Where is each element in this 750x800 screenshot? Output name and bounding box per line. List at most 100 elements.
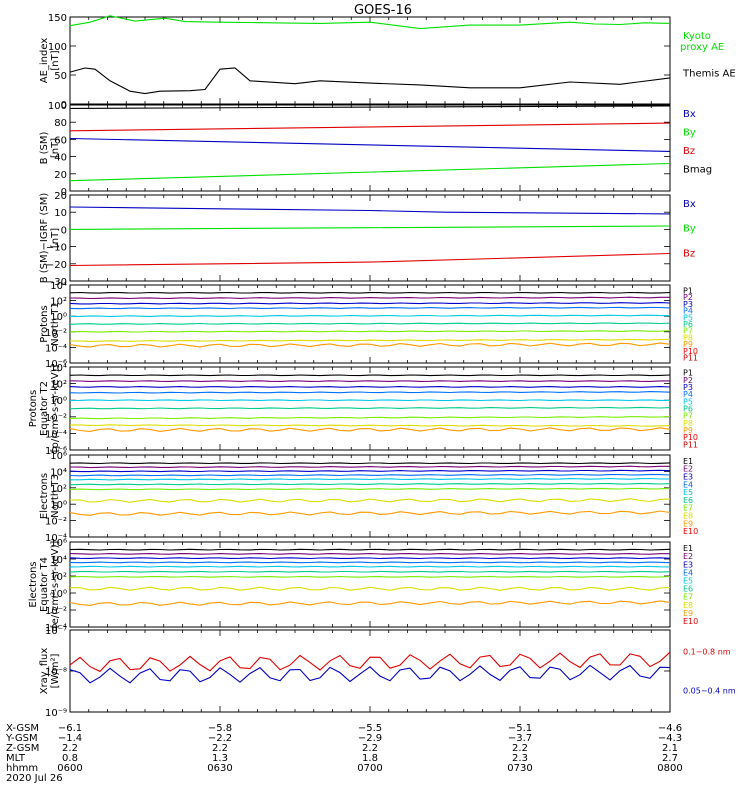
legend-label-line: E5 [683,488,693,497]
legend-label: E8 [683,512,693,521]
legend-label-line: P7 [683,412,693,421]
legend-label-line: E5 [683,576,693,585]
series-line-e9 [69,510,671,516]
legend-label-line: Bx [683,109,696,120]
series-line-p7 [69,415,671,420]
legend-label-line: P1 [683,286,693,295]
y-axis-label: ProtonsEquator T2[p/(cm²-s-sr-keV)] [28,365,61,453]
axis-value: −5.5 [358,723,382,734]
axis-value: 2.7 [662,753,678,764]
legend-label: E7 [683,504,693,513]
y-axis-label-line: AE_index [39,38,50,84]
panel-8: 10⁻⁹ 10⁻⁸ 10⁻⁷ Xray_flux[W/m²] 0.1−0.8 nm 0.0… [39,626,736,719]
y-axis-label: B (SM)[nT] [39,131,61,164]
legend-label-line: P2 [683,376,693,385]
series-line-e7 [69,487,671,491]
legend-label-line: E9 [683,519,693,528]
legend-label-line: P9 [683,340,693,349]
y-tick-label: 10⁴ [50,363,67,374]
legend-label: Bmag [683,165,712,176]
legend-label: E1 [683,457,693,466]
legend-label-line: E7 [683,593,693,602]
legend-label-line: P11 [683,354,698,363]
legend-label: By [683,128,696,139]
series-line-e4 [69,561,671,564]
series-line-p4 [69,391,671,394]
y-axis-label-line: B (SM) [39,131,50,164]
series-line-e3 [69,557,671,560]
legend-label-line: proxy AE [680,42,724,53]
y-tick-label: 10⁻² [45,413,67,424]
y-axis-label-line: Electrons [28,561,39,607]
legend-label: P2 [683,376,693,385]
y-axis-label-line: North T1 [50,302,61,346]
y-axis-label-line: North T3 [50,474,61,518]
legend-label-line: P4 [683,307,693,316]
y-axis-label-line: [nT] [50,50,61,70]
legend-label: P7 [683,327,693,336]
series-line-p2 [69,380,670,382]
legend-label: Bx [683,109,696,120]
series-line-e3 [69,469,671,473]
series-line-bmag [69,105,671,109]
legend-label: P7 [683,412,693,421]
axis-value: 2.1 [662,743,678,754]
series-line-p4 [69,306,671,310]
legend-label: Themis AE [682,69,736,80]
y-axis-label: AE_index[nT] [39,38,61,84]
legend-label-line: E9 [683,609,693,618]
axis-value: 1.8 [362,753,378,764]
legend-label: P4 [683,390,693,399]
y-axis-label-line: Electrons [39,473,50,519]
y-axis-label-line: [e/(cm²-s-sr-keV)] [50,541,61,629]
axis-value: 2.2 [362,743,378,754]
axis-value: −6.1 [58,723,82,734]
y-axis-label: B (SM)−IGRF (SM)[nT] [39,193,61,284]
y-axis-label-line: [p/(cm²-s-sr-keV)] [50,365,61,453]
legend-label-line: P2 [683,293,693,302]
legend-label-line: P10 [683,433,698,442]
legend-label-line: Bz [683,248,695,259]
y-tick-label: 60 [54,135,67,146]
legend-label: P9 [683,340,693,349]
legend-label-line: P10 [683,347,698,356]
axis-value: −4.3 [658,733,682,744]
legend-label: P10 [683,347,698,356]
legend-label: E4 [683,480,693,489]
y-axis-label-line: Equator T2 [39,381,50,436]
y-tick-label: 40 [54,153,67,164]
axis-value: 2.2 [512,743,528,754]
y-tick-label: 10⁻⁴ [45,429,67,440]
axis-value: −2.2 [208,733,232,744]
legend-label-line: E10 [683,527,698,536]
panel-frame [69,541,671,628]
series-line-e4 [69,473,671,477]
y-tick-label: 10⁰ [50,589,67,600]
legend-label-line: E4 [683,568,693,577]
y-tick-label: −20 [46,260,67,271]
series-line-e1 [69,462,671,465]
y-tick-label: 10⁴ [50,555,67,566]
series-line-p6 [69,322,671,325]
y-tick-label: 10⁰ [50,500,67,511]
legend-label: P1 [683,369,693,378]
y-axis-label-line: Protons [28,390,39,427]
series-line-bz [69,122,671,132]
legend-label-line: E4 [683,480,693,489]
legend-label: E6 [683,496,693,505]
series-line-p2 [69,296,670,300]
y-axis-label-line: Xray_flux [39,648,50,695]
series-line-kyoto-proxy-ae [69,15,671,30]
series-line-bz [69,252,671,267]
legend-label-line: P5 [683,397,693,406]
legend-label-line: P4 [683,390,693,399]
y-tick-label: 10² [50,484,67,495]
panel-4: 10⁻⁶ 10⁻⁴ 10⁻² 10⁰ 10² 10⁴ ProtonsNorth T1 P1P2… [39,281,698,370]
y-tick-label: 10² [50,572,67,583]
legend-label: E5 [683,488,693,497]
y-tick-label: 10⁴ [50,281,67,292]
legend-label: E10 [683,527,698,536]
legend-label-line: E2 [683,552,693,561]
axis-row-label: hhmm [6,763,38,774]
